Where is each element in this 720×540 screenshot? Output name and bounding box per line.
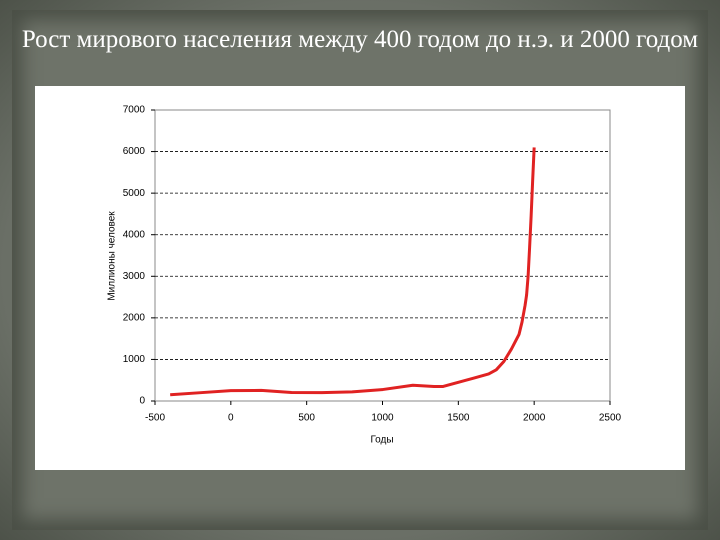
y-tick-label: 0 <box>139 396 145 407</box>
y-tick-label: 7000 <box>123 105 146 116</box>
x-tick-label: 1500 <box>447 413 470 424</box>
x-tick-label: 2500 <box>599 413 622 424</box>
data-line <box>170 147 536 397</box>
y-tick-label: 4000 <box>123 229 146 240</box>
chart-area <box>35 86 685 470</box>
y-tick-label: 5000 <box>123 188 146 199</box>
y-tick-label: 1000 <box>123 354 146 365</box>
slide-title: Рост мирового населения между 400 годом … <box>21 26 699 53</box>
y-axis-label: Миллионы человек <box>107 211 118 301</box>
y-tick-label: 6000 <box>123 146 146 157</box>
x-tick-label: -500 <box>145 413 165 424</box>
x-tick-label: 2000 <box>523 413 546 424</box>
x-tick-label: 500 <box>298 413 315 424</box>
x-axis-label: Годы <box>370 435 393 446</box>
y-tick-label: 3000 <box>123 271 146 282</box>
y-tick-label: 2000 <box>123 312 146 323</box>
x-tick-label: 0 <box>228 413 234 424</box>
x-tick-label: 1000 <box>371 413 394 424</box>
